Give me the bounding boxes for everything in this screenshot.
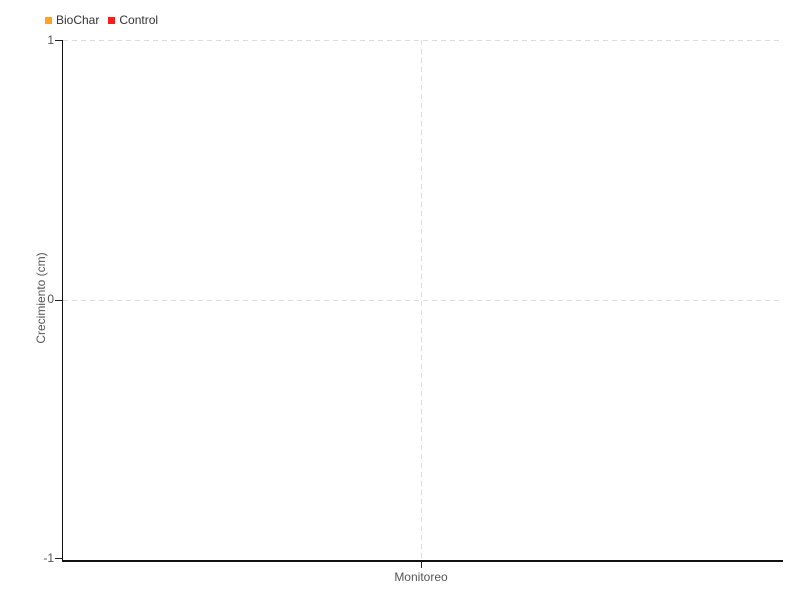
x-tick-mark	[421, 561, 422, 568]
legend: BioChar Control	[45, 13, 158, 27]
gridline-y0	[63, 300, 783, 301]
legend-label-biochar: BioChar	[56, 13, 100, 27]
legend-label-control: Control	[119, 13, 159, 27]
y-tick-label-1: 1	[47, 33, 54, 47]
y-tick-mark-0	[55, 300, 62, 301]
control-swatch-icon	[108, 16, 116, 24]
legend-item-biochar[interactable]: BioChar	[45, 13, 99, 27]
x-axis-title: Monitoreo	[394, 570, 448, 584]
y-tick-mark-neg1	[55, 558, 62, 559]
y-tick-label-0: 0	[47, 292, 54, 306]
legend-item-control[interactable]: Control	[108, 13, 158, 27]
biochar-swatch-icon	[45, 16, 52, 24]
y-tick-label-neg1: -1	[43, 551, 54, 565]
gridline-x-mid	[421, 40, 422, 560]
gridline-y1	[63, 40, 783, 41]
plot-area	[62, 40, 783, 562]
y-tick-mark-1	[55, 40, 62, 41]
